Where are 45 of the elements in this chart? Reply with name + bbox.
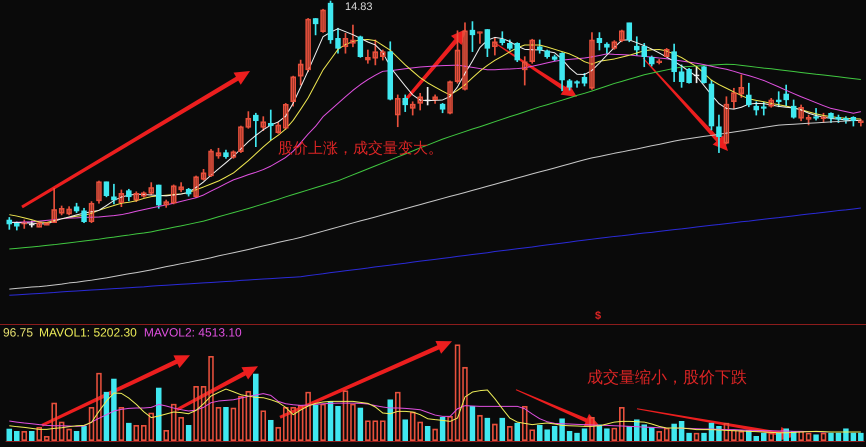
bar — [28, 430, 35, 442]
bar — [253, 374, 259, 442]
text: $ — [594, 310, 602, 322]
bar — [552, 426, 558, 442]
bar — [328, 401, 334, 442]
text: 96.75 — [3, 325, 34, 340]
bar — [14, 430, 20, 442]
bar — [358, 408, 364, 442]
bar — [74, 430, 80, 442]
bar — [111, 378, 117, 442]
bar — [6, 428, 12, 442]
candlestick — [694, 66, 700, 84]
annotation: 成交量缩小，股价下跌 — [587, 368, 747, 386]
bar — [104, 392, 110, 442]
bar — [387, 399, 394, 442]
bar — [671, 424, 677, 442]
bar — [544, 429, 550, 442]
bar — [186, 425, 192, 442]
bar — [582, 428, 588, 442]
text: MAVOL1: 5202.30 — [39, 325, 138, 340]
text: MAVOL2: 4513.10 — [144, 325, 242, 340]
bar — [223, 406, 229, 442]
bar — [596, 424, 602, 442]
bar — [126, 422, 132, 442]
bar — [484, 418, 490, 442]
bar — [312, 404, 318, 442]
bar — [648, 426, 655, 442]
bar — [440, 416, 446, 442]
bar — [156, 388, 162, 442]
bar — [604, 428, 610, 442]
bar — [81, 426, 87, 442]
candlestick — [470, 21, 476, 52]
bar — [843, 428, 849, 442]
bar — [514, 422, 520, 442]
bar — [536, 425, 543, 442]
bar — [708, 422, 714, 442]
bar — [499, 418, 506, 442]
annotation: 14.83 — [345, 1, 373, 14]
bar — [402, 419, 408, 442]
bar — [335, 406, 341, 442]
bar — [470, 406, 476, 442]
bar — [566, 430, 572, 442]
bar — [424, 426, 430, 442]
bar — [626, 426, 632, 442]
bar — [268, 420, 274, 442]
